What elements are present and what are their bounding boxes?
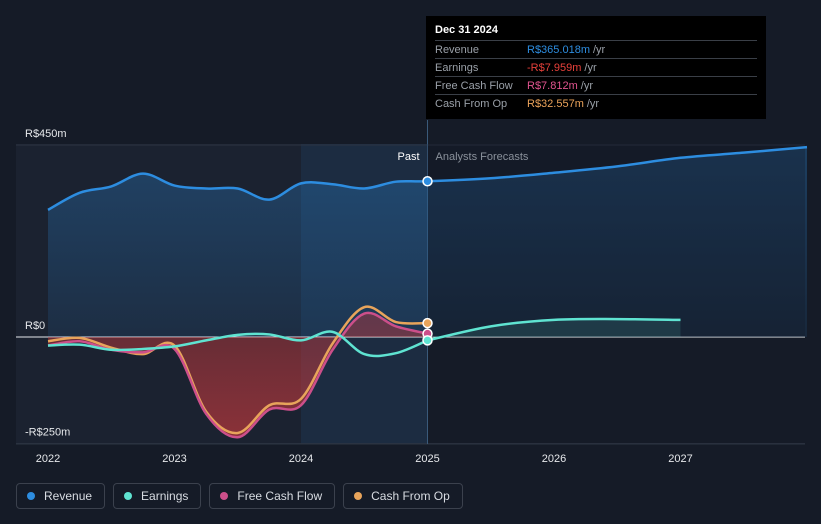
legend-dot-icon: [220, 492, 229, 500]
tooltip-unit: /yr: [593, 43, 606, 56]
earnings-forecast-line: [427, 317, 681, 342]
tooltip-row-free-cash-flow: Free Cash Flow R$7.812m /yr: [435, 76, 757, 94]
legend-label: Free Cash Flow: [237, 489, 323, 503]
tooltip-unit: /yr: [580, 79, 593, 92]
tooltip-label: Cash From Op: [435, 97, 508, 110]
past-label: Past: [397, 151, 419, 163]
tooltip-row-earnings: Earnings -R$7.959m /yr: [435, 58, 757, 76]
y-tick-label: R$450m: [25, 128, 67, 140]
earnings-marker: [422, 335, 433, 346]
legend-label: Revenue: [44, 489, 93, 503]
cash-from-op-line: [47, 305, 428, 435]
cash-from-op-marker: [422, 317, 433, 329]
earnings-line: [47, 330, 428, 358]
legend-item-earnings[interactable]: Earnings: [113, 483, 202, 509]
tooltip-label: Revenue: [435, 43, 480, 56]
x-tick-label: 2024: [289, 453, 313, 465]
legend-dot-icon: [124, 492, 133, 500]
tooltip-value: -R$7.959m: [527, 61, 582, 74]
forecast-dim: [427, 144, 805, 337]
x-tick-label: 2026: [542, 453, 566, 465]
x-tick-label: 2023: [162, 453, 186, 465]
legend-item-cash-from-op[interactable]: Cash From Op: [343, 483, 463, 509]
y-tick-label: R$0: [25, 320, 45, 332]
tooltip-row-cash-from-op: Cash From Op R$32.557m /yr: [435, 94, 757, 112]
legend-item-free-cash-flow[interactable]: Free Cash Flow: [209, 483, 336, 509]
forecast-label: Analysts Forecasts: [436, 151, 529, 163]
legend-item-revenue[interactable]: Revenue: [16, 483, 106, 509]
legend-dot-icon: [27, 492, 35, 500]
earnings-forecast-area: [427, 319, 681, 341]
tooltip-date: Dec 31 2024: [435, 24, 498, 36]
legend: Revenue Earnings Free Cash Flow Cash Fro…: [16, 483, 463, 509]
tooltip-row-revenue: Revenue R$365.018m /yr: [435, 40, 757, 58]
tooltip: Dec 31 2024 Revenue R$365.018m /yr Earni…: [426, 16, 766, 119]
revenue-line: [47, 145, 808, 211]
tooltip-unit: /yr: [586, 97, 600, 110]
tooltip-unit: /yr: [584, 61, 597, 74]
x-tick-label: 2022: [36, 453, 60, 465]
x-tick-label: 2025: [415, 453, 439, 465]
legend-dot-icon: [354, 492, 363, 500]
revenue-area: [48, 147, 807, 337]
tooltip-value: R$365.018m: [527, 43, 590, 56]
tooltip-value: R$7.812m: [527, 79, 578, 92]
y-tick-label: -R$250m: [25, 427, 70, 439]
tooltip-label: Earnings: [435, 61, 479, 74]
legend-label: Cash From Op: [371, 489, 450, 503]
x-tick-label: 2027: [668, 453, 692, 465]
tooltip-value: R$32.557m: [527, 97, 584, 110]
legend-label: Earnings: [141, 489, 189, 503]
tooltip-label: Free Cash Flow: [435, 79, 513, 92]
revenue-marker: [422, 176, 433, 187]
